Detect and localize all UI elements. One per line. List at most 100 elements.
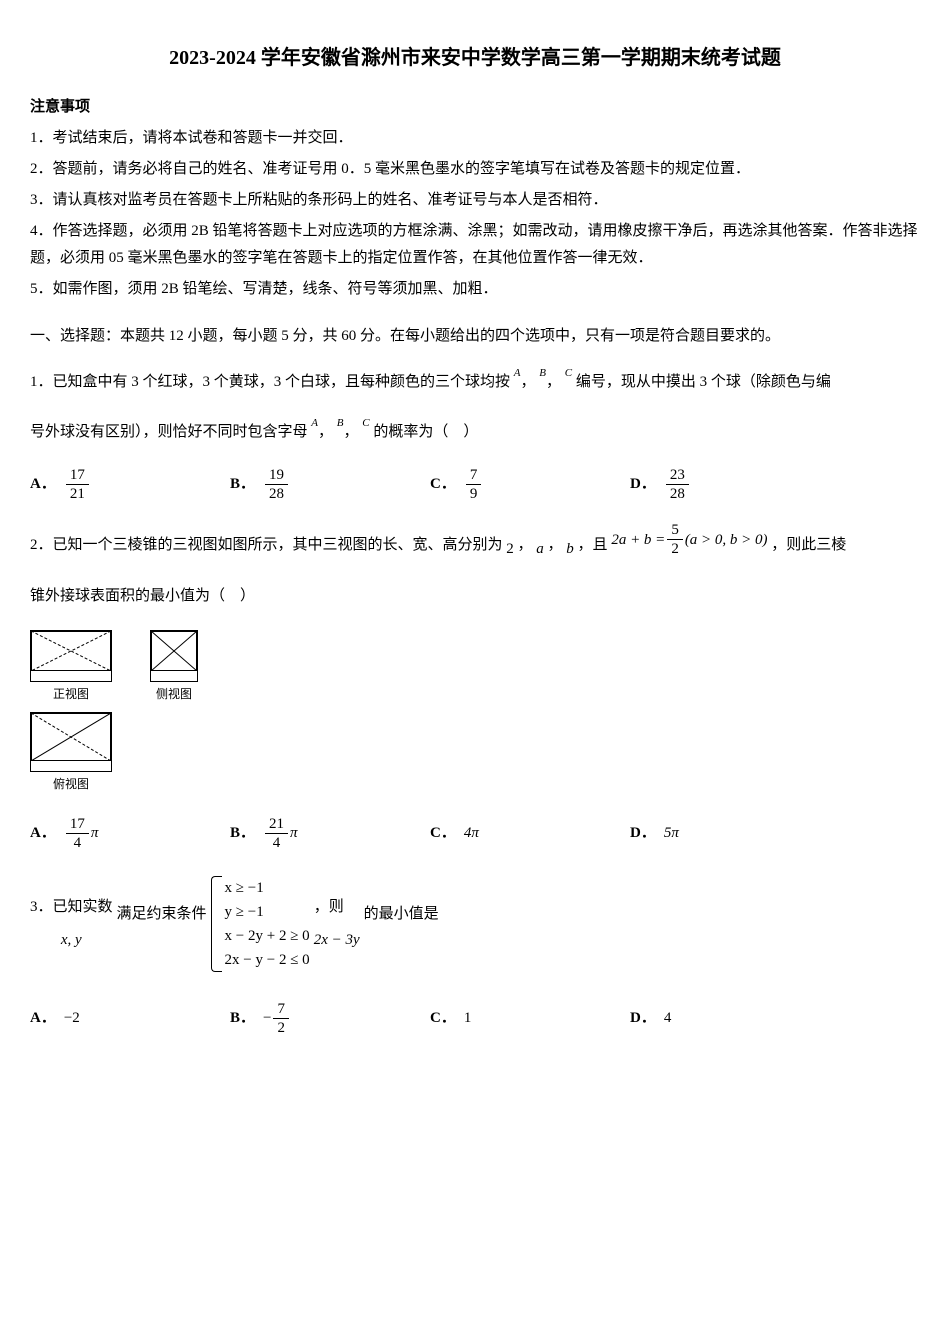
fraction: 17 21 [66,466,89,503]
q3-option-c: C． 1 [430,1000,630,1037]
notice-item: 5．如需作图，须用 2B 铅笔绘、写清楚，线条、符号等须加黑、加粗． [30,276,920,303]
q1-after: 编号，现从中摸出 3 个球（除颜色与编 [576,374,831,390]
question-2: 2．已知一个三棱锥的三视图如图所示，其中三视图的长、宽、高分别为 2 ， a ，… [30,527,920,852]
numerator: 19 [265,466,288,485]
comma: ， [344,424,359,440]
option-label: A． [30,820,56,847]
q2-two: 2 [506,541,514,557]
comma: ， [521,374,536,390]
denominator: 4 [265,834,288,852]
option-label: B． [230,471,255,498]
q3-vars: x, y [30,927,113,954]
option-label: C． [430,1005,456,1032]
q2-option-b: B． 21 4 π [230,815,430,852]
numerator: 21 [265,815,288,834]
q2-option-a: A． 17 4 π [30,815,230,852]
option-label: A． [30,471,56,498]
comma: ， [548,537,563,553]
question-3: 3．已知实数 x, y 满足约束条件 x ≥ −1 y ≥ −1 x − 2y … [30,876,920,1037]
fraction: 19 28 [265,466,288,503]
option-label: B． [230,1005,255,1032]
q3-options: A． −2 B． − 7 2 C． 1 D． 4 [30,1000,920,1037]
notice-heading: 注意事项 [30,94,920,121]
numerator: 5 [667,521,683,540]
front-view-icon [30,630,112,682]
question-3-text: 3．已知实数 x, y 满足约束条件 x ≥ −1 y ≥ −1 x − 2y … [30,876,920,972]
constraint: x ≥ −1 [225,876,310,900]
letter-c: C [565,360,572,386]
comma: ， [518,537,533,553]
denominator: 28 [666,485,689,503]
letter-a: A [311,410,318,436]
value: 5π [664,820,679,847]
q2-options: A． 17 4 π B． 21 4 π C． 4π D． 5π [30,815,920,852]
value: −2 [64,1005,80,1032]
comma: ， [318,424,333,440]
constraint: x − 2y + 2 ≥ 0 [225,924,310,948]
denominator: 2 [273,1019,289,1037]
q1-options: A． 17 21 B． 19 28 C． 7 9 D． 23 28 [30,466,920,503]
q1-line2-suffix: 的概率为（ ） [373,424,478,440]
q3-mid: 满足约束条件 [117,901,207,928]
question-1-text-2: 号外球没有区别），则恰好不同时包含字母 A， B， C 的概率为（ ） [30,414,920,450]
fraction: 23 28 [666,466,689,503]
exam-title: 2023-2024 学年安徽省滁州市来安中学数学高三第一学期期末统考试题 [30,40,920,76]
denominator: 28 [265,485,288,503]
letter-a: A [514,360,521,386]
letter-b: B [337,410,344,436]
denominator: 21 [66,485,89,503]
notice-item: 3．请认真核对监考员在答题卡上所粘贴的条形码上的姓名、准考证号与本人是否相符． [30,187,920,214]
front-view-label: 正视图 [30,684,112,706]
option-label: C． [430,820,456,847]
question-2-line2: 锥外接球表面积的最小值为（ ） [30,578,920,614]
pi: π [290,820,298,847]
q3-option-b: B． − 7 2 [230,1000,430,1037]
fraction: 7 2 [273,1000,289,1037]
top-view-icon [30,712,112,772]
eq-cond: (a > 0, b > 0) [685,522,768,558]
option-label: A． [30,1005,56,1032]
q1-prefix: 1．已知盒中有 3 个红球，3 个黄球，3 个白球，且每种颜色的三个球均按 [30,374,510,390]
q2-b: b [566,541,574,557]
q3-option-a: A． −2 [30,1000,230,1037]
q3-then: ，则 [314,894,360,921]
q2-suffix: ，则此三棱 [771,537,846,553]
q1-option-c: C． 7 9 [430,466,630,503]
q1-line2-prefix: 号外球没有区别），则恰好不同时包含字母 [30,424,308,440]
denominator: 2 [667,540,683,558]
side-view-icon [150,630,198,682]
q3-suffix: 的最小值是 [364,901,439,928]
constraint-system: x ≥ −1 y ≥ −1 x − 2y + 2 ≥ 0 2x − y − 2 … [211,876,310,972]
notice-item: 2．答题前，请务必将自己的姓名、准考证号用 0．5 毫米黑色墨水的签字笔填写在试… [30,156,920,183]
value: 4π [464,820,479,847]
numerator: 17 [66,815,89,834]
numerator: 23 [666,466,689,485]
q3-prefix: 3．已知实数 [30,894,113,921]
q2-prefix: 2．已知一个三棱锥的三视图如图所示，其中三视图的长、宽、高分别为 [30,537,503,553]
numerator: 17 [66,466,89,485]
question-1-text: 1．已知盒中有 3 个红球，3 个黄球，3 个白球，且每种颜色的三个球均按 A，… [30,364,920,400]
question-2-text: 2．已知一个三棱锥的三视图如图所示，其中三视图的长、宽、高分别为 2 ， a ，… [30,527,920,564]
question-1: 1．已知盒中有 3 个红球，3 个黄球，3 个白球，且每种颜色的三个球均按 A，… [30,364,920,503]
numerator: 7 [466,466,482,485]
fraction: 7 9 [466,466,482,503]
fraction: 5 2 [667,521,683,558]
side-view-label: 侧视图 [150,684,198,706]
q3-option-d: D． 4 [630,1000,830,1037]
neg-sign: − [263,1005,271,1032]
option-label: D． [630,1005,656,1032]
option-label: D． [630,820,656,847]
option-label: B． [230,820,255,847]
denominator: 9 [466,485,482,503]
value: 4 [664,1005,672,1032]
q2-and: ，且 [578,537,608,553]
three-views: 正视图 侧视图 [30,630,920,795]
top-view-label: 俯视图 [30,774,112,796]
option-label: D． [630,471,656,498]
fraction: 21 4 [265,815,288,852]
denominator: 4 [66,834,89,852]
q3-obj: 2x − 3y [314,927,360,954]
pi: π [91,820,99,847]
section-1-heading: 一、选择题：本题共 12 小题，每小题 5 分，共 60 分。在每小题给出的四个… [30,323,920,350]
constraint: y ≥ −1 [225,900,310,924]
